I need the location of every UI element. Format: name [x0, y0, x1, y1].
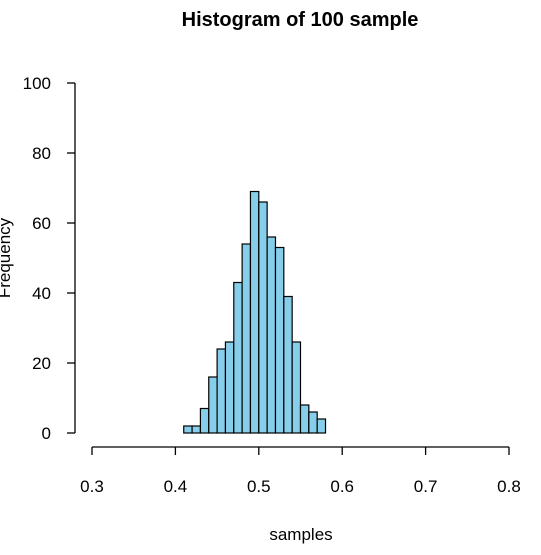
- y-tick-label: 80: [32, 144, 51, 163]
- y-axis-label: Frequency: [0, 217, 14, 298]
- histogram-bar: [299, 404, 310, 434]
- chart-title: Histogram of 100 sample: [182, 9, 419, 31]
- histogram-bar: [258, 201, 268, 434]
- histogram-bar: [199, 407, 210, 434]
- y-tick-label: 60: [32, 214, 51, 233]
- y-tick-label: 20: [32, 354, 51, 373]
- x-tick-label: 0.6: [330, 477, 354, 496]
- x-tick-label: 0.7: [414, 477, 438, 496]
- x-tick-label: 0.4: [164, 477, 188, 496]
- histogram-bar: [183, 425, 193, 434]
- histogram-bar: [208, 376, 218, 434]
- histogram-bar: [266, 236, 277, 434]
- x-tick-label: 0.8: [497, 477, 521, 496]
- histogram-bar: [249, 190, 260, 434]
- y-tick-label: 40: [32, 284, 51, 303]
- y-tick-label: 100: [23, 74, 51, 93]
- x-axis-label: samples: [269, 525, 332, 544]
- bars: [183, 190, 327, 434]
- histogram-bar: [291, 341, 302, 434]
- histogram-bar: [241, 243, 252, 434]
- histogram-bar: [224, 341, 235, 434]
- y-tick-label: 0: [42, 424, 51, 443]
- histogram-bar: [233, 281, 243, 434]
- histogram-bar: [283, 295, 293, 434]
- histogram-bar: [216, 348, 227, 434]
- x-axis: 0.3 0.4 0.5 0.6 0.7 0.8: [80, 446, 521, 496]
- histogram-bar: [191, 425, 202, 434]
- x-tick-label: 0.3: [80, 477, 104, 496]
- x-tick-label: 0.5: [247, 477, 271, 496]
- y-axis: 0 20 40 60 80 100: [23, 74, 76, 443]
- histogram-bar: [316, 418, 327, 434]
- histogram-bar: [308, 411, 318, 434]
- histogram-bar: [274, 246, 285, 434]
